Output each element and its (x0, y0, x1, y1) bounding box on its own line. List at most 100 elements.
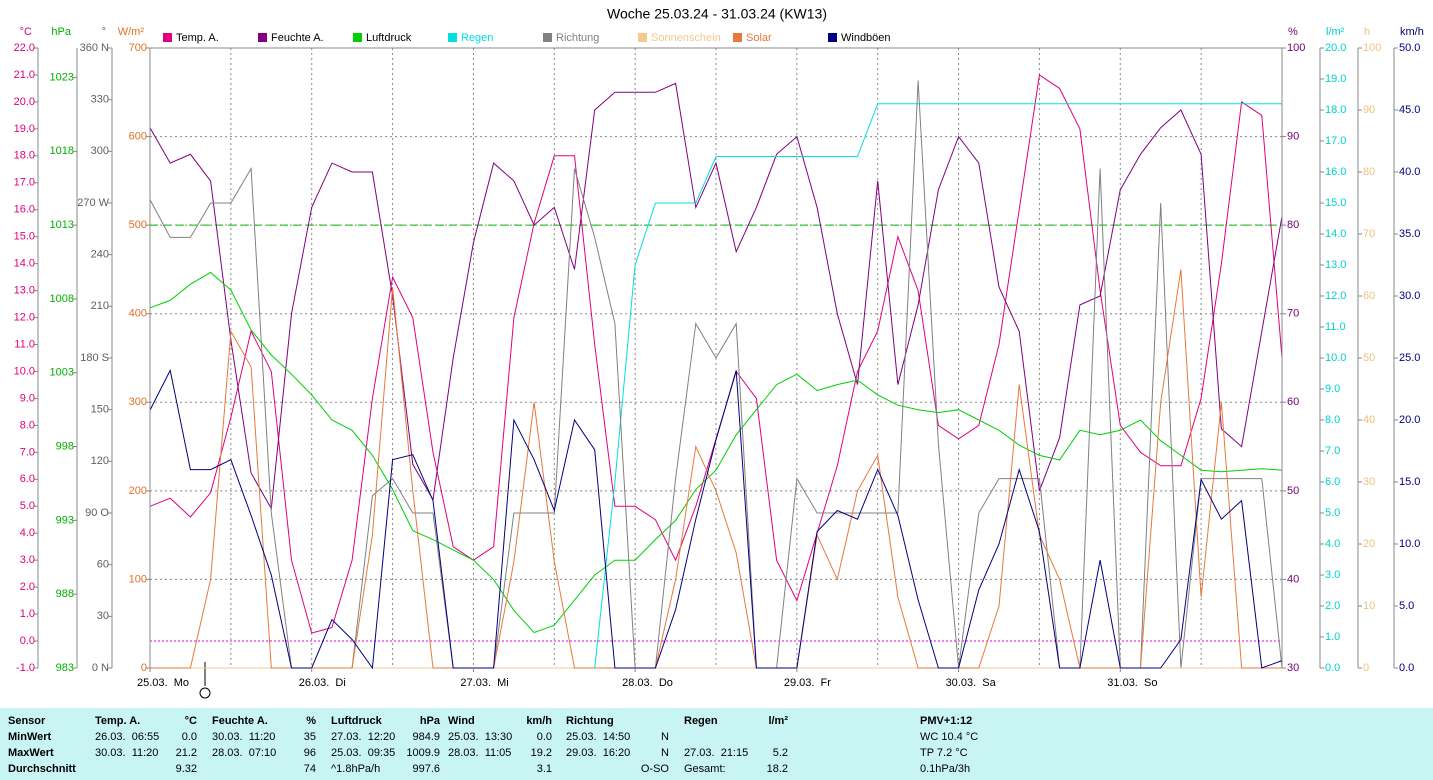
tick-label: 0.0 (1399, 662, 1414, 674)
cell-time: 26.03. 06:55 (95, 731, 159, 743)
tick-label: 11.0 (1325, 321, 1346, 333)
tick-label: 120 (91, 455, 109, 467)
tick-label: -1.0 (16, 662, 35, 674)
x-tick-label: 31.03. So (1107, 677, 1157, 689)
tick-label: 15.0 (1399, 476, 1420, 488)
cell-value: 997.6 (412, 763, 440, 775)
tick-label: 1003 (50, 367, 74, 379)
tick-label: 993 (56, 514, 74, 526)
legend-swatch (543, 33, 552, 42)
tick-label: 8.0 (1325, 414, 1340, 426)
pmv-title: PMV+1:12 (920, 715, 972, 727)
x-tick-label: 26.03. Di (299, 677, 346, 689)
tick-label: 90 (1287, 130, 1299, 142)
legend-swatch (258, 33, 267, 42)
pmv-line: WC 10.4 °C (920, 731, 978, 743)
tick-label: 1013 (50, 219, 74, 231)
tick-label: 1018 (50, 145, 74, 157)
tick-label: 40 (1287, 573, 1299, 585)
tick-label: 5.0 (1325, 507, 1340, 519)
axis-unit: km/h (1400, 26, 1424, 38)
tick-label: 18.0 (1325, 104, 1346, 116)
tick-label: 2.0 (1325, 600, 1340, 612)
tick-label: 9.0 (20, 392, 35, 404)
moon-phase-icon (199, 687, 211, 699)
tick-label: 12.0 (1325, 290, 1346, 302)
cell-time: 25.03. 09:35 (331, 747, 395, 759)
tick-label: 20.0 (1325, 42, 1346, 54)
tick-label: 90 O (85, 507, 109, 519)
x-tick-label: 25.03. Mo (137, 677, 189, 689)
tick-label: 0 (141, 662, 147, 674)
tick-label: 330 (91, 94, 109, 106)
tick-label: 60 (1287, 396, 1299, 408)
series-line (150, 269, 1282, 669)
tick-label: 30 (1363, 476, 1375, 488)
tick-label: 0 N (92, 662, 109, 674)
group-title: Feuchte A. (212, 715, 268, 727)
tick-label: 19.0 (1325, 73, 1346, 85)
group-unit: km/h (526, 715, 552, 727)
cell-time: 27.03. 21:15 (684, 747, 748, 759)
tick-label: 22.0 (14, 42, 35, 54)
tick-label: 7.0 (20, 446, 35, 458)
group-unit: °C (185, 715, 197, 727)
tick-label: 180 S (80, 352, 109, 364)
tick-label: 50.0 (1399, 42, 1420, 54)
legend-label: Solar (746, 32, 772, 44)
cell-time: Gesamt: (684, 763, 726, 775)
tick-label: 988 (56, 588, 74, 600)
tick-label: 30.0 (1399, 290, 1420, 302)
tick-label: 30 (1287, 662, 1299, 674)
legend-label: Feuchte A. (271, 32, 324, 44)
cell-time: 28.03. 11:05 (448, 747, 511, 759)
tick-label: 14.0 (14, 258, 35, 270)
group-title: Richtung (566, 715, 614, 727)
tick-label: 21.0 (14, 69, 35, 81)
tick-label: 30 (97, 610, 109, 622)
tick-label: 20.0 (1399, 414, 1420, 426)
tick-label: 50 (1287, 485, 1299, 497)
cell-value: 19.2 (531, 747, 552, 759)
tick-label: 240 (91, 249, 109, 261)
tick-label: 80 (1363, 166, 1375, 178)
group-title: Luftdruck (331, 715, 383, 727)
tick-label: 100 (129, 573, 147, 585)
cell-time: ^1.8hPa/h (331, 763, 380, 775)
tick-label: 16.0 (1325, 166, 1346, 178)
group-unit: % (306, 715, 316, 727)
tick-label: 1023 (50, 71, 74, 83)
tick-label: 13.0 (1325, 259, 1346, 271)
tick-label: 50 (1363, 352, 1375, 364)
tick-label: 10.0 (1325, 352, 1346, 364)
tick-label: 100 (1287, 42, 1305, 54)
tick-label: 20.0 (14, 96, 35, 108)
chart-title: Woche 25.03.24 - 31.03.24 (KW13) (607, 6, 827, 22)
tick-label: 13.0 (14, 285, 35, 297)
tick-label: 500 (129, 219, 147, 231)
cell-value: 35 (304, 731, 316, 743)
tick-label: 400 (129, 308, 147, 320)
tick-label: 19.0 (14, 123, 35, 135)
tick-label: 40.0 (1399, 166, 1420, 178)
series-line (149, 271, 1283, 634)
tick-label: 3.0 (1325, 569, 1340, 581)
tick-label: 1.0 (1325, 631, 1340, 643)
cell-value: 74 (304, 763, 316, 775)
axis-unit: % (1288, 26, 1298, 38)
cell-time: 30.03. 11:20 (212, 731, 275, 743)
legend-label: Richtung (556, 32, 599, 44)
tick-label: 4.0 (1325, 538, 1340, 550)
tick-label: 40 (1363, 414, 1375, 426)
tick-label: 90 (1363, 104, 1375, 116)
axis-unit: l/m² (1326, 26, 1345, 38)
tick-label: 15.0 (14, 231, 35, 243)
x-tick-label: 29.03. Fr (784, 677, 831, 689)
tick-label: 17.0 (14, 177, 35, 189)
pmv-line: 0.1hPa/3h (920, 763, 970, 775)
cell-value: 21.2 (176, 747, 197, 759)
tick-label: 10 (1363, 600, 1375, 612)
axis-unit: hPa (51, 26, 71, 38)
cell-value: 0.0 (182, 731, 197, 743)
